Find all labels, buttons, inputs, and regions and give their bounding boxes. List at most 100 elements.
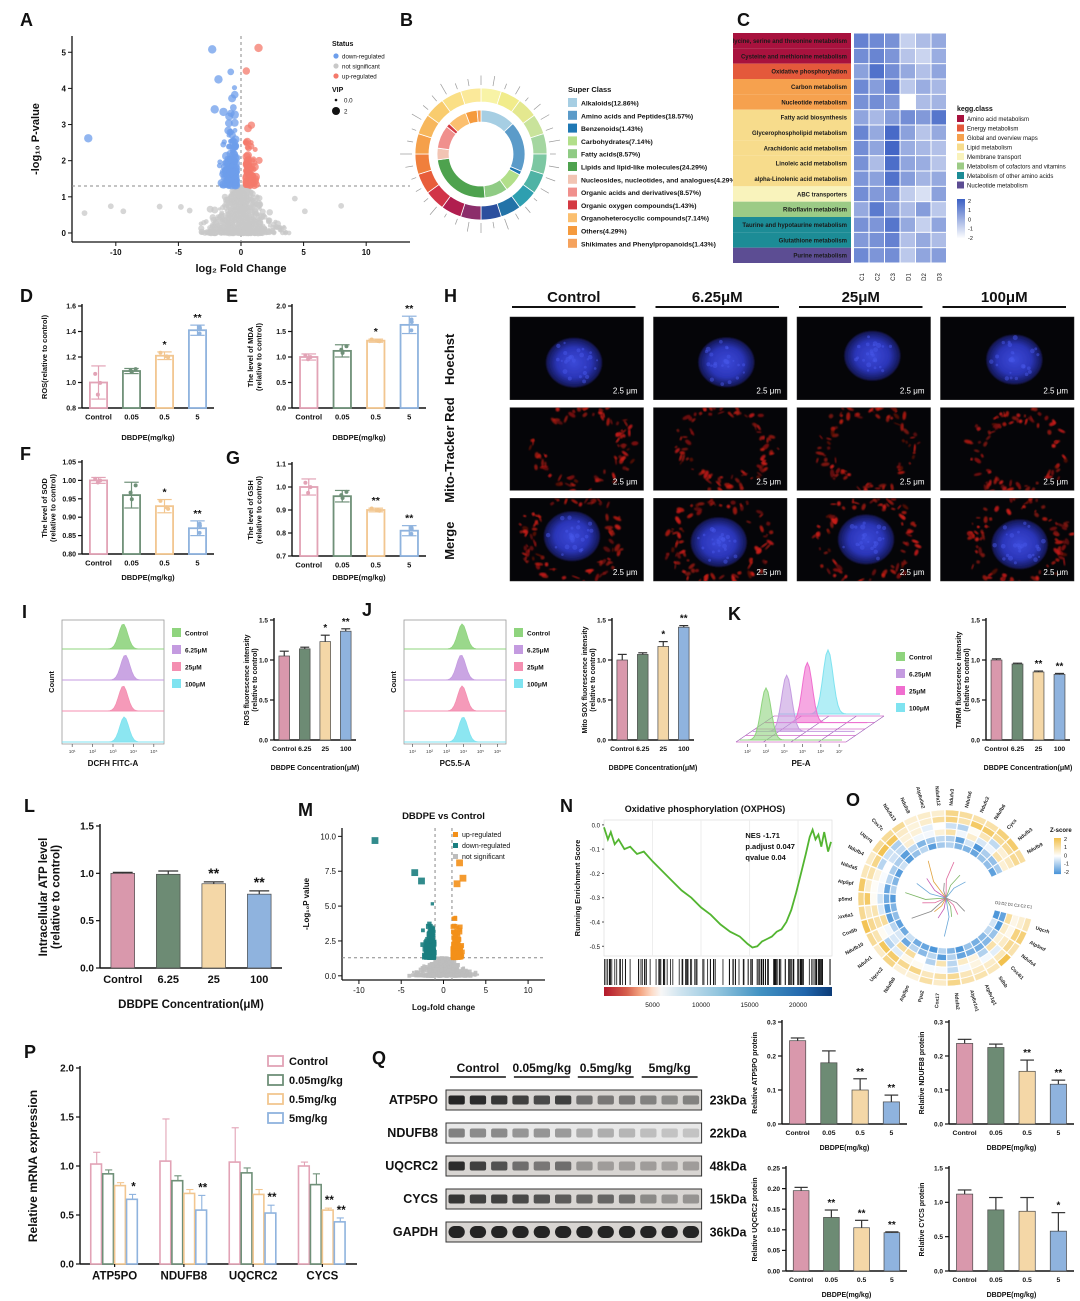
svg-text:2: 2 xyxy=(968,199,971,205)
m_If-svg: 10¹ 10² 10³ 10⁴ 10⁵ Count DCFH FITC-A Control 6.… xyxy=(47,619,208,768)
bar xyxy=(1049,1230,1067,1272)
legend-swatch xyxy=(267,1093,284,1105)
panel-b-svg: Super Class Alkaloids(12.86%) Amino acids … xyxy=(400,75,733,248)
heatmap-cell xyxy=(900,140,915,156)
svg-text:0.7: 0.7 xyxy=(276,553,286,560)
svg-text:0.5: 0.5 xyxy=(159,413,169,422)
svg-text:Relative CYCS protein: Relative CYCS protein xyxy=(919,1183,926,1257)
svg-text:*: * xyxy=(131,1181,136,1193)
legend-swatch xyxy=(568,110,577,120)
svg-text:0.15: 0.15 xyxy=(767,1206,780,1213)
blot-band xyxy=(469,1194,487,1204)
bar xyxy=(657,646,669,741)
bar xyxy=(122,370,141,409)
svg-text:0.9: 0.9 xyxy=(276,507,286,514)
svg-text:DBDPE Concentration(μM): DBDPE Concentration(μM) xyxy=(609,765,698,772)
blot-strip xyxy=(445,1155,703,1177)
svg-text:0.05: 0.05 xyxy=(825,1277,838,1284)
svg-text:2.5 μm: 2.5 μm xyxy=(756,387,781,396)
svg-text:DBDPE(mg/kg): DBDPE(mg/kg) xyxy=(987,1145,1037,1152)
heatmap-cell xyxy=(900,186,915,202)
svg-text:0.5: 0.5 xyxy=(276,380,286,387)
blot-band xyxy=(448,1226,465,1238)
heatmap-cell xyxy=(885,48,900,64)
blot-band xyxy=(491,1095,508,1105)
bar xyxy=(823,1217,840,1272)
svg-text:Ndufb3: Ndufb3 xyxy=(1017,827,1034,843)
blot-band xyxy=(512,1226,529,1238)
svg-text:Relative mRNA expression: Relative mRNA expression xyxy=(28,1090,40,1242)
svg-text:**: ** xyxy=(828,1198,836,1209)
svg-text:Control: Control xyxy=(85,559,112,568)
svg-text:Atp5md: Atp5md xyxy=(838,897,852,903)
m_Kf-svg: 10² 10³ 10⁴ 10⁵ 10⁶ 10⁷ PE-A Control 6.25μM 25μM 1… xyxy=(735,648,932,768)
svg-text:(relative to control): (relative to control) xyxy=(590,648,597,711)
svg-text:Control: Control xyxy=(85,413,112,422)
panel-o-label: O xyxy=(846,790,861,810)
bar xyxy=(89,479,108,555)
heatmap-cell xyxy=(916,202,931,217)
svg-text:Ndufa2: Ndufa2 xyxy=(953,993,961,1011)
bar xyxy=(399,323,419,409)
svg-text:-0.4: -0.4 xyxy=(590,921,601,927)
blot-band xyxy=(682,1161,700,1171)
svg-text:Control: Control xyxy=(295,561,322,570)
heatmap-cell xyxy=(885,64,900,79)
bar xyxy=(1053,674,1066,741)
svg-text:5: 5 xyxy=(195,559,199,568)
svg-text:25: 25 xyxy=(1035,746,1043,753)
svg-text:Others(4.29%): Others(4.29%) xyxy=(581,229,627,236)
svg-text:1.5: 1.5 xyxy=(971,617,980,624)
panel-q-cycs-bar-chart: 0.0 0.5 1.0 1.5 Control 0.05 0.5 * 5 Relative CYC… xyxy=(915,1154,1080,1301)
blot-band xyxy=(640,1095,657,1105)
panel-q-blots-svg: Control 0.05mg/kg 0.5mg/kg 5mg/kg ATP5PO 23kD… xyxy=(385,1061,747,1243)
panel-l-label: L xyxy=(24,796,35,816)
svg-text:0: 0 xyxy=(62,229,67,238)
m_L-svg: 0.0 0.5 1.0 1.5 Control 6.25 ** 25 ** 100 Intracel… xyxy=(38,822,282,1011)
svg-text:Relative NDUFB8 protein: Relative NDUFB8 protein xyxy=(919,1032,926,1115)
svg-text:**: ** xyxy=(198,1182,207,1194)
svg-text:2: 2 xyxy=(62,157,67,166)
svg-text:Control: Control xyxy=(610,746,634,753)
svg-text:Super Class: Super Class xyxy=(568,85,611,94)
svg-text:**: ** xyxy=(1023,1048,1031,1059)
heatmap-cell xyxy=(869,140,884,156)
svg-text:25: 25 xyxy=(321,746,329,753)
svg-text:100: 100 xyxy=(250,974,268,986)
heatmap-cell xyxy=(854,140,869,156)
bar xyxy=(340,630,352,741)
heatmap-cell xyxy=(854,94,869,110)
svg-text:1.2: 1.2 xyxy=(66,354,76,361)
blot-strip xyxy=(445,1188,703,1210)
svg-text:The level of GSH: The level of GSH xyxy=(246,480,255,540)
legend-swatch xyxy=(514,645,523,654)
heatmap-cell xyxy=(916,140,931,156)
svg-text:Control: Control xyxy=(786,1130,810,1137)
panel-q-uqcrc2-bar-chart: 0.00 0.05 0.10 0.15 0.20 0.25 Control ** 0.05 ** 0… xyxy=(748,1154,913,1301)
svg-text:**: ** xyxy=(1055,1068,1063,1079)
bar xyxy=(990,659,1003,741)
svg-text:-2: -2 xyxy=(1064,870,1069,876)
svg-text:2: 2 xyxy=(1064,837,1067,843)
svg-text:Mito-Tracker Red: Mito-Tracker Red xyxy=(442,397,457,503)
svg-text:10²: 10² xyxy=(426,749,433,755)
heatmap-cell xyxy=(885,79,900,94)
blot-band xyxy=(533,1194,550,1204)
svg-text:0.0: 0.0 xyxy=(325,972,337,981)
flow-ridge xyxy=(739,686,842,741)
svg-text:Organic oxygen compounds(1.43%: Organic oxygen compounds(1.43%) xyxy=(581,203,697,210)
svg-text:DBDPE(mg/kg): DBDPE(mg/kg) xyxy=(121,573,175,582)
svg-text:2.5 μm: 2.5 μm xyxy=(613,568,638,577)
heatmap-cell xyxy=(854,64,869,79)
svg-text:2.5 μm: 2.5 μm xyxy=(756,568,781,577)
svg-text:10³: 10³ xyxy=(443,749,450,755)
m_D-svg: 0.8 1.0 1.2 1.4 1.6 Control 0.05 * 0.5 ** 5 ROS(rel… xyxy=(40,303,214,442)
svg-text:2.5 μm: 2.5 μm xyxy=(1043,568,1068,577)
svg-text:0.05mg/kg: 0.05mg/kg xyxy=(289,1075,343,1087)
svg-text:kegg.class: kegg.class xyxy=(957,106,993,113)
enrichment-curve xyxy=(603,826,832,949)
svg-text:*: * xyxy=(374,326,379,338)
heatmap-cell xyxy=(931,217,946,232)
bar xyxy=(1018,1210,1036,1272)
